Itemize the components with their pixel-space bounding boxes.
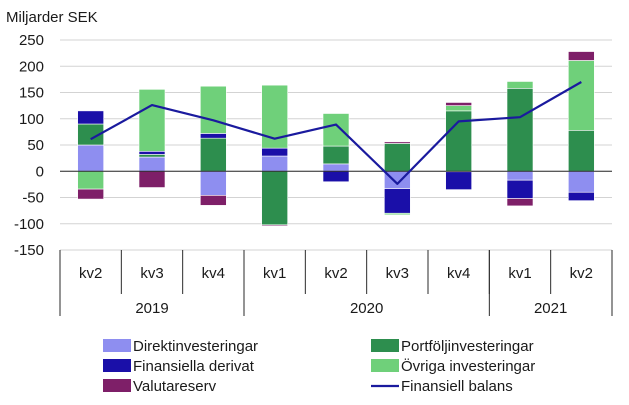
bar-segment xyxy=(200,170,227,196)
bar-segment xyxy=(200,137,227,172)
x-tick-label: kv1 xyxy=(263,265,286,282)
bar-segment xyxy=(445,171,472,190)
bar-segment xyxy=(384,141,411,144)
bar-segment xyxy=(138,156,166,172)
x-tick-label: kv4 xyxy=(202,265,225,282)
bar-segment xyxy=(200,85,227,134)
legend-label: Finansiell balans xyxy=(401,378,513,395)
bar-segment xyxy=(568,191,595,201)
bar-segment xyxy=(568,170,595,193)
bar-segment xyxy=(384,188,411,214)
bar-segment xyxy=(261,155,288,172)
bar-segment xyxy=(77,188,104,200)
year-label: 2021 xyxy=(534,300,567,317)
bar-segment xyxy=(445,105,472,112)
bar-segment xyxy=(138,154,166,158)
x-tick-label: kv2 xyxy=(324,265,347,282)
bar-segment xyxy=(138,170,166,188)
bar-segment xyxy=(261,147,288,157)
bar-segment xyxy=(77,110,104,125)
y-axis: 250 200 150 100 50 0 -50 -100 -150 xyxy=(14,32,44,259)
x-tick-label: kv1 xyxy=(508,265,531,282)
legend-label: Portföljinvesteringar xyxy=(401,338,534,355)
balance-line-layer xyxy=(90,81,582,185)
bar-segment xyxy=(506,88,534,172)
bar-segment xyxy=(77,170,104,190)
bar-segment xyxy=(445,102,472,106)
balance-line xyxy=(90,81,582,185)
legend-swatch xyxy=(103,359,131,372)
bar-segment xyxy=(200,133,227,139)
x-axis: kv2 kv3 kv4 kv1 kv2 kv3 kv4 kv1 kv2 2019 2020 2021 xyxy=(59,250,613,317)
bar-segment xyxy=(384,212,411,216)
bar-segment xyxy=(322,145,350,165)
bar-segment xyxy=(568,51,595,61)
x-tick-label: kv2 xyxy=(570,265,593,282)
legend-label: Övriga investeringar xyxy=(401,357,535,375)
legend-swatch xyxy=(371,359,399,372)
x-tick-label: kv3 xyxy=(386,265,409,282)
y-tick-label: 150 xyxy=(19,85,44,102)
x-tick-label: kv4 xyxy=(447,265,470,282)
bar-segment xyxy=(506,81,534,89)
bar-segment xyxy=(261,224,288,227)
y-tick-label: 50 xyxy=(27,137,44,154)
y-tick-label: 200 xyxy=(19,58,44,75)
bar-segment xyxy=(384,143,411,172)
bar-segment xyxy=(138,89,166,152)
legend-swatch xyxy=(371,339,399,352)
y-tick-label: 250 xyxy=(19,32,44,49)
unit-label: Miljarder SEK xyxy=(6,9,98,26)
bar-segment xyxy=(568,130,595,172)
year-label: 2020 xyxy=(350,300,383,317)
bar-segment xyxy=(568,60,595,131)
y-tick-label: -50 xyxy=(22,190,44,207)
bar-segment xyxy=(322,163,350,172)
y-tick-label: -150 xyxy=(14,242,44,259)
x-tick-label: kv2 xyxy=(79,265,102,282)
bar-segment xyxy=(322,113,350,147)
bar-segment xyxy=(506,198,534,207)
bar-segment xyxy=(506,170,534,181)
bar-segment xyxy=(77,144,104,172)
bar-segment xyxy=(138,151,166,155)
legend-swatch xyxy=(103,339,131,352)
legend-label: Direktinvesteringar xyxy=(133,338,258,355)
bar-segment xyxy=(506,179,534,199)
legend-label: Valutareserv xyxy=(133,378,217,395)
bar-segment xyxy=(200,195,227,206)
x-tick-label: kv3 xyxy=(140,265,163,282)
bar-segment xyxy=(322,170,350,183)
bar-segment xyxy=(261,170,288,226)
y-tick-label: -100 xyxy=(14,216,44,233)
legend: Direktinvesteringar Portföljinvesteringar… xyxy=(103,338,535,395)
bars xyxy=(60,51,612,227)
y-tick-label: 100 xyxy=(19,111,44,128)
legend-swatch xyxy=(103,379,131,392)
year-label: 2019 xyxy=(135,300,168,317)
y-tick-label: 0 xyxy=(36,163,44,180)
legend-label: Finansiella derivat xyxy=(133,358,255,375)
